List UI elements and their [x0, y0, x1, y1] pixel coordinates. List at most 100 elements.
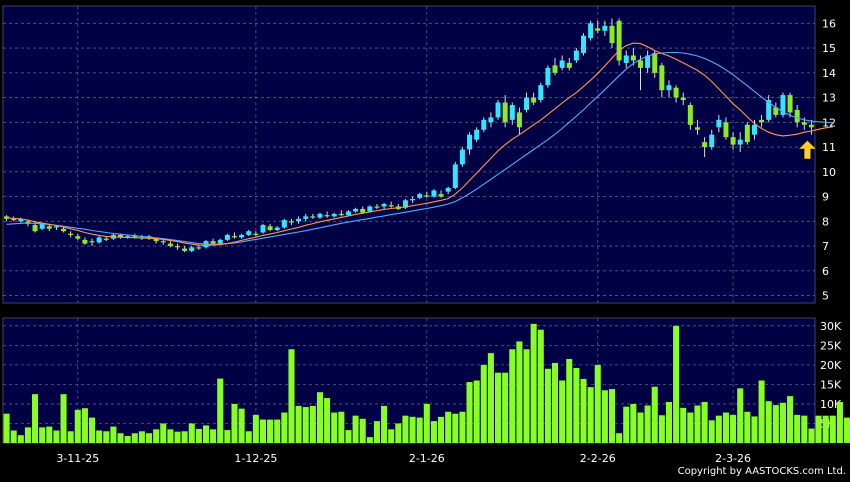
volume-bar [409, 416, 416, 443]
volume-bar [630, 403, 637, 443]
x-tick-label: 2-2-26 [580, 452, 616, 465]
moving-average-fast-line [6, 42, 833, 246]
volume-bar [487, 353, 494, 443]
candle-body [666, 85, 672, 91]
volume-bar [787, 396, 794, 443]
volume-bar [594, 364, 601, 443]
volume-bar [516, 341, 523, 443]
candle-body [417, 194, 423, 198]
volume-bar [53, 430, 60, 443]
volume-bar [438, 416, 445, 443]
candle-body [125, 236, 131, 238]
candle-body [189, 247, 195, 252]
volume-bar [288, 349, 295, 443]
volume-bar [651, 386, 658, 443]
volume-bar [316, 392, 323, 443]
candle-body [673, 87, 679, 98]
volume-bar [495, 372, 502, 443]
candle-body [474, 129, 480, 140]
price-y-tick-label: 5 [822, 290, 829, 303]
volume-bar [573, 368, 580, 443]
volume-bar [138, 431, 145, 443]
candle-body [132, 236, 138, 238]
volume-bar [331, 412, 338, 443]
price-y-tick-label: 8 [822, 215, 829, 228]
volume-bar [509, 349, 516, 443]
candle-body [4, 216, 10, 219]
volume-bar [559, 380, 566, 443]
candle-body [481, 119, 487, 130]
price-y-tick-label: 10 [822, 166, 836, 179]
volume-bar [60, 394, 67, 443]
candle-body [538, 85, 544, 101]
volume-bar [808, 428, 815, 443]
volume-bar [238, 408, 245, 443]
volume-bar [267, 419, 274, 443]
volume-bar [815, 415, 822, 443]
volume-bar [174, 431, 181, 443]
volume-bar [751, 416, 758, 443]
candle-body [709, 134, 715, 148]
candle-body [502, 102, 508, 123]
volume-bar [673, 325, 680, 443]
volume-bar [338, 411, 345, 443]
candle-body [367, 206, 373, 212]
volume-bar [24, 427, 31, 443]
volume-bar [608, 389, 616, 443]
candle-body [588, 23, 594, 39]
candle-body [32, 225, 38, 232]
price-y-tick-label: 9 [822, 191, 829, 204]
candle-body [438, 194, 444, 197]
price-y-tick-label: 15 [822, 42, 836, 55]
candle-body [495, 102, 501, 118]
candle-body [623, 55, 629, 63]
candle-body [39, 223, 45, 229]
candle-body [374, 206, 380, 208]
candle-body [61, 228, 67, 232]
volume-bar [32, 394, 39, 443]
candle-body [531, 97, 537, 103]
candle-body [581, 35, 587, 54]
candle-body [694, 127, 700, 130]
candle-body [153, 238, 159, 242]
candle-body [388, 205, 394, 207]
candle-body [723, 122, 729, 138]
volume-bar [39, 427, 46, 443]
volume-bar [245, 431, 252, 443]
candle-body [630, 55, 636, 61]
volume-bar [302, 407, 309, 443]
volume-bar [352, 415, 359, 443]
volume-bar [580, 378, 587, 443]
volume-bar [601, 390, 608, 443]
candle-body [296, 218, 302, 222]
candle-body [96, 237, 102, 243]
candle-body [224, 234, 230, 240]
candle-body [167, 243, 173, 247]
candle-body [488, 117, 494, 123]
candle-body [246, 231, 252, 235]
volume-bar [117, 433, 124, 443]
candle-body [545, 67, 551, 86]
candle-body [452, 164, 458, 188]
candle-body [160, 241, 166, 243]
volume-bar [836, 401, 843, 443]
candle-body [11, 218, 17, 221]
volume-bar [395, 423, 402, 443]
volume-bar [530, 323, 537, 443]
volume-bar [566, 359, 573, 443]
candle-body [509, 105, 515, 120]
candle-body [239, 234, 245, 238]
candle-body [210, 241, 216, 244]
volume-bar [551, 362, 559, 443]
candle-body [659, 65, 665, 91]
volume-bar [765, 401, 772, 443]
candle-body [424, 195, 430, 197]
candle-body [616, 20, 622, 61]
volume-bar [46, 426, 53, 443]
volume-bar [466, 382, 473, 443]
volume-bar [480, 364, 487, 443]
volume-bar [281, 412, 288, 443]
candle-body [595, 28, 601, 31]
volume-y-tick-label: 30K [820, 320, 842, 333]
candle-body [68, 233, 74, 235]
